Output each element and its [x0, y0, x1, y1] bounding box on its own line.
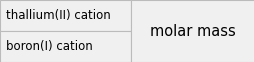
Text: boron(I) cation: boron(I) cation [6, 40, 92, 53]
Text: molar mass: molar mass [150, 23, 235, 39]
Bar [0, 0, 131, 31]
Bar [0, 31, 131, 62]
Text: thallium(II) cation: thallium(II) cation [6, 9, 110, 22]
Bar [131, 0, 254, 62]
